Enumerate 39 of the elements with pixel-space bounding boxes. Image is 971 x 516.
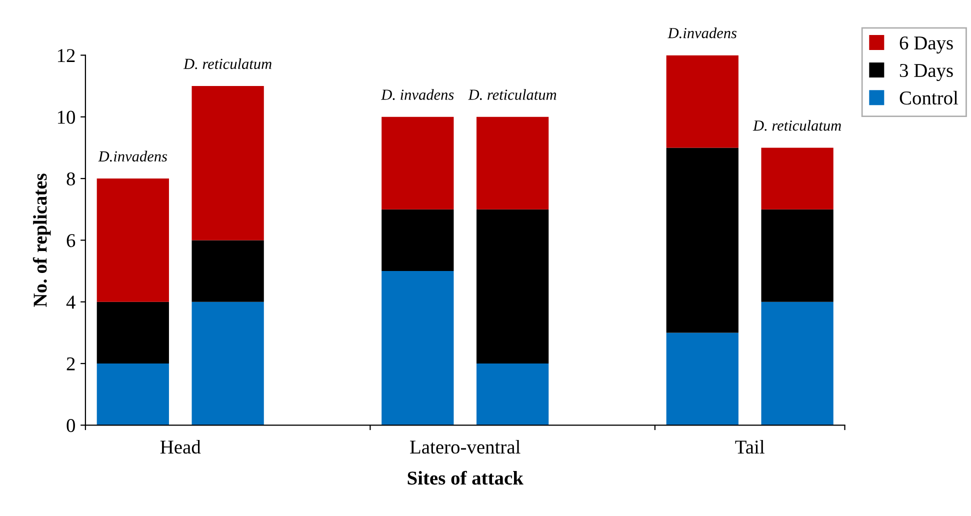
y-tick-label: 4 (66, 296, 76, 309)
bar (96, 178, 169, 302)
bar (761, 148, 834, 210)
bar (192, 302, 264, 426)
legend-label: Control (900, 90, 958, 105)
text: Latero-ventral (410, 440, 520, 454)
bar (666, 55, 738, 148)
y-tick-label: 2 (66, 357, 75, 370)
bar (96, 302, 169, 364)
annotation: D. reticulatum (752, 120, 841, 131)
annotation: D. invadens (380, 89, 454, 100)
text: Tail (735, 440, 764, 454)
legend-label: 6 Days (900, 36, 953, 54)
annotation: D. reticulatum (183, 58, 272, 70)
y-tick-label: 0 (66, 419, 75, 432)
text: Head (160, 440, 201, 454)
y-axis-title: No. of replicates (32, 174, 51, 307)
bar (96, 364, 169, 426)
bar (476, 116, 549, 210)
bar (192, 240, 264, 302)
bar (666, 332, 738, 426)
y-tick-label: 8 (66, 172, 75, 186)
bar (476, 364, 549, 426)
bar (382, 209, 454, 272)
y-tick-label: 6 (66, 234, 76, 248)
bar (761, 302, 834, 426)
x-axis-title: Sites of attack (408, 470, 524, 485)
bar (382, 116, 454, 210)
bar (476, 209, 549, 364)
bar (382, 271, 454, 426)
y-tick-label: 12 (58, 49, 75, 62)
bar (666, 148, 738, 333)
y-tick-label: 10 (58, 110, 75, 124)
annotation: D.invadens (98, 150, 168, 162)
bar (192, 86, 264, 240)
annotation: D. reticulatum (468, 89, 556, 100)
bar (761, 209, 834, 302)
annotation: D.invadens (668, 27, 737, 38)
legend-label: 3 Days (900, 64, 953, 82)
